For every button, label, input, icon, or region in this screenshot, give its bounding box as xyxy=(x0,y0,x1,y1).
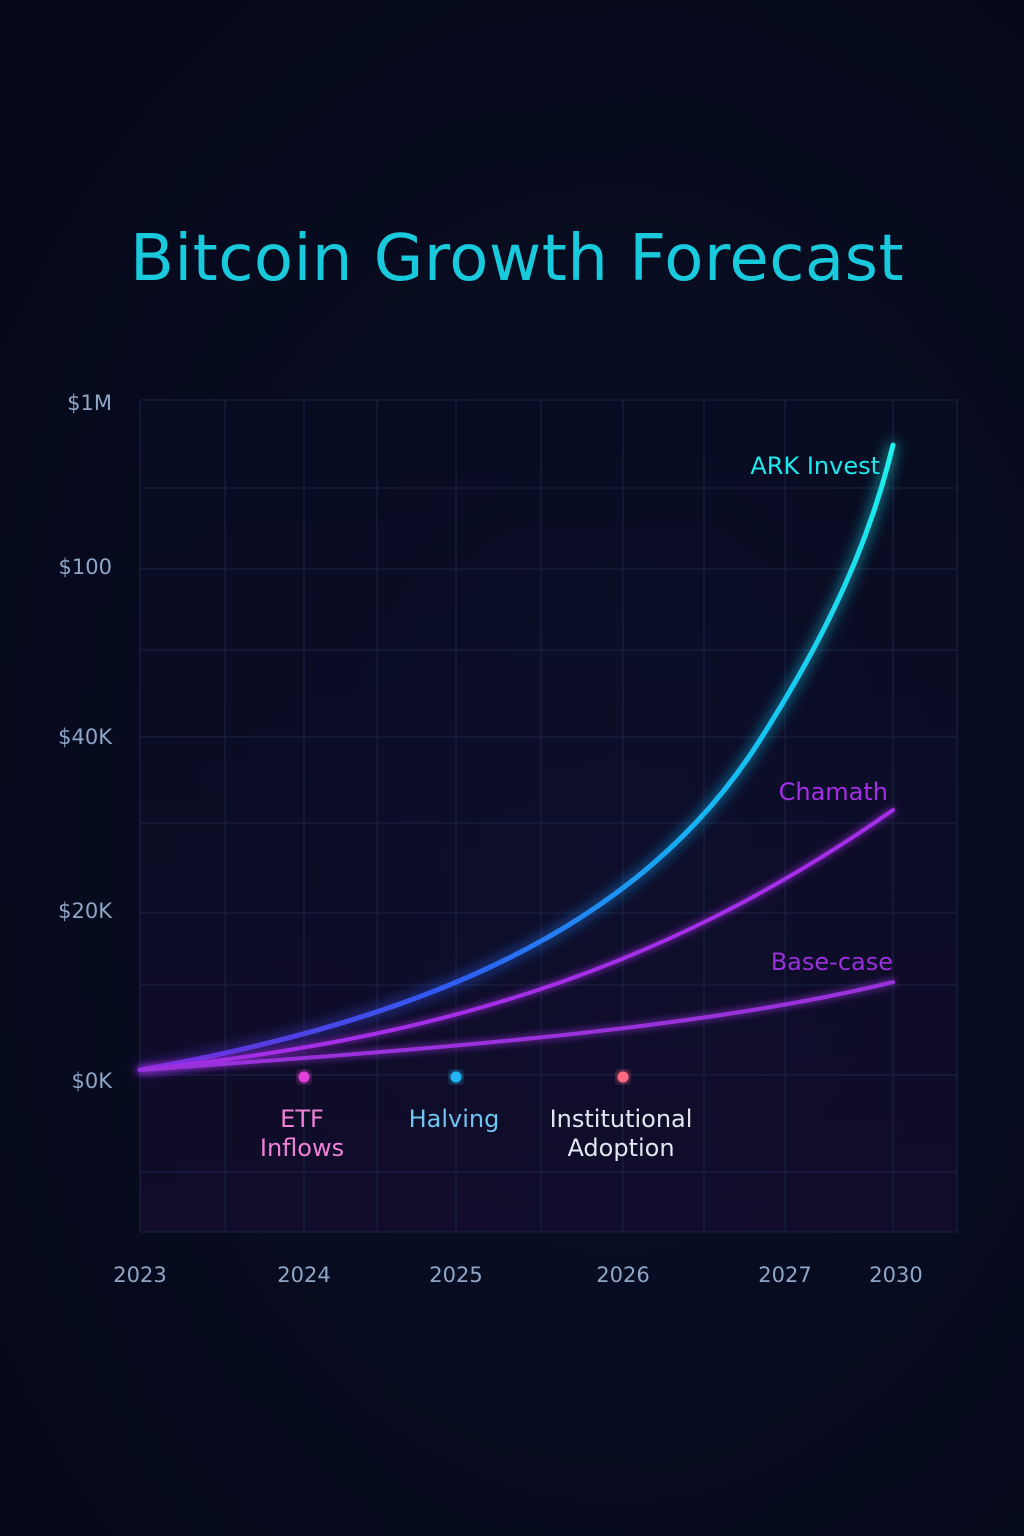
x-tick-label: 2030 xyxy=(869,1263,922,1287)
y-tick-label: $1M xyxy=(67,391,112,415)
event-label: Adoption xyxy=(567,1134,674,1162)
series-label: Base-case xyxy=(771,948,893,976)
series-line-ark-invest xyxy=(137,442,896,1073)
series-label: ARK Invest xyxy=(750,452,880,480)
chart-title: Bitcoin Growth Forecast xyxy=(129,222,905,296)
y-tick-label: $20K xyxy=(58,899,113,923)
y-tick-label: $40K xyxy=(58,725,113,749)
event-marker xyxy=(298,1071,310,1083)
x-axis-ticks: 2023 2024 2025 2026 2027 2030 xyxy=(113,1263,922,1287)
x-tick-label: 2027 xyxy=(758,1263,811,1287)
event-marker xyxy=(450,1071,462,1083)
series-line-chamath xyxy=(138,808,895,1072)
x-tick-label: 2024 xyxy=(277,1263,330,1287)
x-tick-label: 2025 xyxy=(429,1263,482,1287)
x-tick-label: 2023 xyxy=(113,1263,166,1287)
series-label: Chamath xyxy=(779,778,888,806)
plot-area xyxy=(140,400,957,1232)
event-label: Inflows xyxy=(260,1134,344,1162)
series-line-base-case xyxy=(138,980,895,1072)
event-marker xyxy=(617,1071,629,1083)
x-tick-label: 2026 xyxy=(596,1263,649,1287)
y-axis-ticks: $0K $20K $40K $100 $1M xyxy=(58,391,113,1093)
y-tick-label: $100 xyxy=(59,555,112,579)
y-tick-label: $0K xyxy=(72,1069,114,1093)
event-label: ETF xyxy=(280,1105,324,1133)
series-lines: ARK Invest Chamath Base-case xyxy=(137,442,896,1073)
event-label: Institutional xyxy=(550,1105,693,1133)
event-label: Halving xyxy=(409,1105,500,1133)
grid-lines xyxy=(139,399,958,1233)
